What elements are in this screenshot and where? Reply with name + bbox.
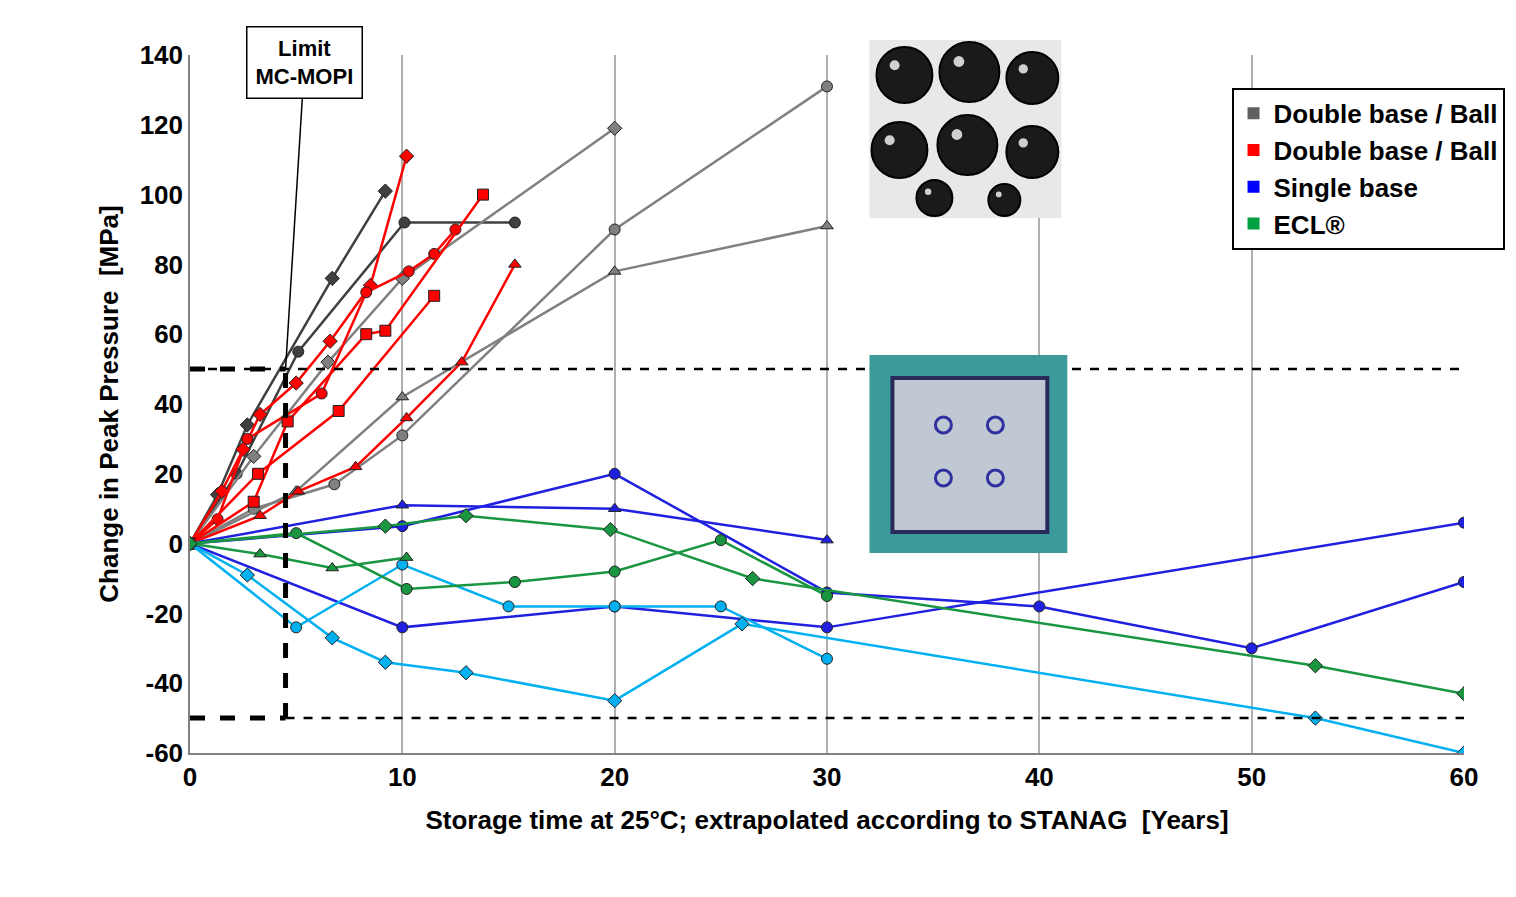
svg-text:Storage time at 25°C; extrapol: Storage time at 25°C; extrapolated accor…	[425, 805, 1228, 835]
svg-text:40: 40	[154, 389, 183, 419]
svg-text:Single base: Single base	[1274, 173, 1419, 203]
svg-text:20: 20	[154, 459, 183, 489]
svg-text:40: 40	[1025, 762, 1054, 792]
svg-text:0: 0	[169, 529, 183, 559]
svg-text:10: 10	[388, 762, 417, 792]
svg-text:Double base / Ball: Double base / Ball	[1274, 136, 1498, 166]
svg-text:60: 60	[154, 319, 183, 349]
svg-text:-60: -60	[145, 738, 183, 768]
svg-text:-40: -40	[145, 668, 183, 698]
svg-text:120: 120	[140, 110, 183, 140]
svg-text:Change in Peak Pressure [MPa]: Change in Peak Pressure [MPa]	[94, 205, 124, 602]
svg-text:30: 30	[813, 762, 842, 792]
svg-text:Double base / Ball: Double base / Ball	[1274, 99, 1498, 129]
svg-text:140: 140	[140, 40, 183, 70]
svg-text:100: 100	[140, 180, 183, 210]
svg-text:-20: -20	[145, 599, 183, 629]
svg-text:60: 60	[1450, 762, 1479, 792]
svg-text:0: 0	[183, 762, 197, 792]
svg-text:ECL®: ECL®	[1274, 210, 1345, 240]
svg-text:50: 50	[1237, 762, 1266, 792]
svg-text:LimitMC-MOPI: LimitMC-MOPI	[256, 36, 354, 90]
svg-text:80: 80	[154, 250, 183, 280]
svg-text:20: 20	[600, 762, 629, 792]
